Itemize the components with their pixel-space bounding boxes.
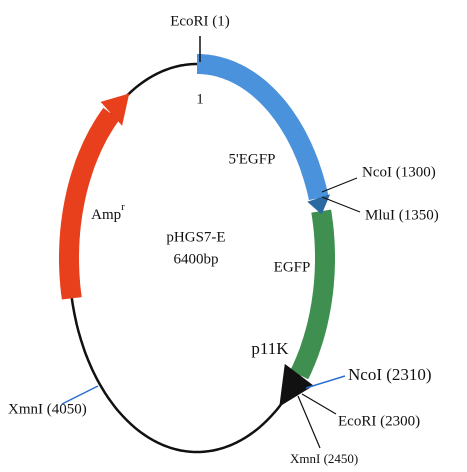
plasmid-size: 6400bp xyxy=(174,251,219,267)
site-label: EcoRI (1) xyxy=(170,13,230,29)
arrowhead-p11k xyxy=(279,363,314,407)
feature-label: Ampr xyxy=(91,201,125,224)
feature-superscript: r xyxy=(121,201,125,213)
site-line xyxy=(297,395,321,449)
site-label: NcoI (2310) xyxy=(348,365,432,384)
site-marker xyxy=(307,194,331,215)
segment-egfp xyxy=(290,209,335,380)
site-label: XmnI (4050) xyxy=(8,401,87,417)
arrowhead-ampr xyxy=(100,93,130,126)
map-shapes xyxy=(59,54,335,454)
segment-ampr xyxy=(59,107,120,300)
site-label: XmnI (2450) xyxy=(290,451,358,466)
feature-label: EGFP xyxy=(274,259,311,275)
origin-label: 1 xyxy=(196,91,204,107)
site-line xyxy=(321,196,361,213)
feature-name: Amp xyxy=(91,207,121,223)
feature-label: p11K xyxy=(251,339,289,358)
site-line xyxy=(61,385,99,405)
segment-5egfp xyxy=(197,54,329,201)
site-label: MluI (1350) xyxy=(365,207,439,223)
site-label: NcoI (1300) xyxy=(362,164,436,180)
plasmid-name: pHGS7-E xyxy=(166,229,225,245)
site-line xyxy=(301,393,337,415)
site-line xyxy=(305,375,346,389)
site-label: EcoRI (2300) xyxy=(338,413,420,429)
site-line xyxy=(321,177,358,193)
feature-label: 5'EGFP xyxy=(229,151,276,167)
